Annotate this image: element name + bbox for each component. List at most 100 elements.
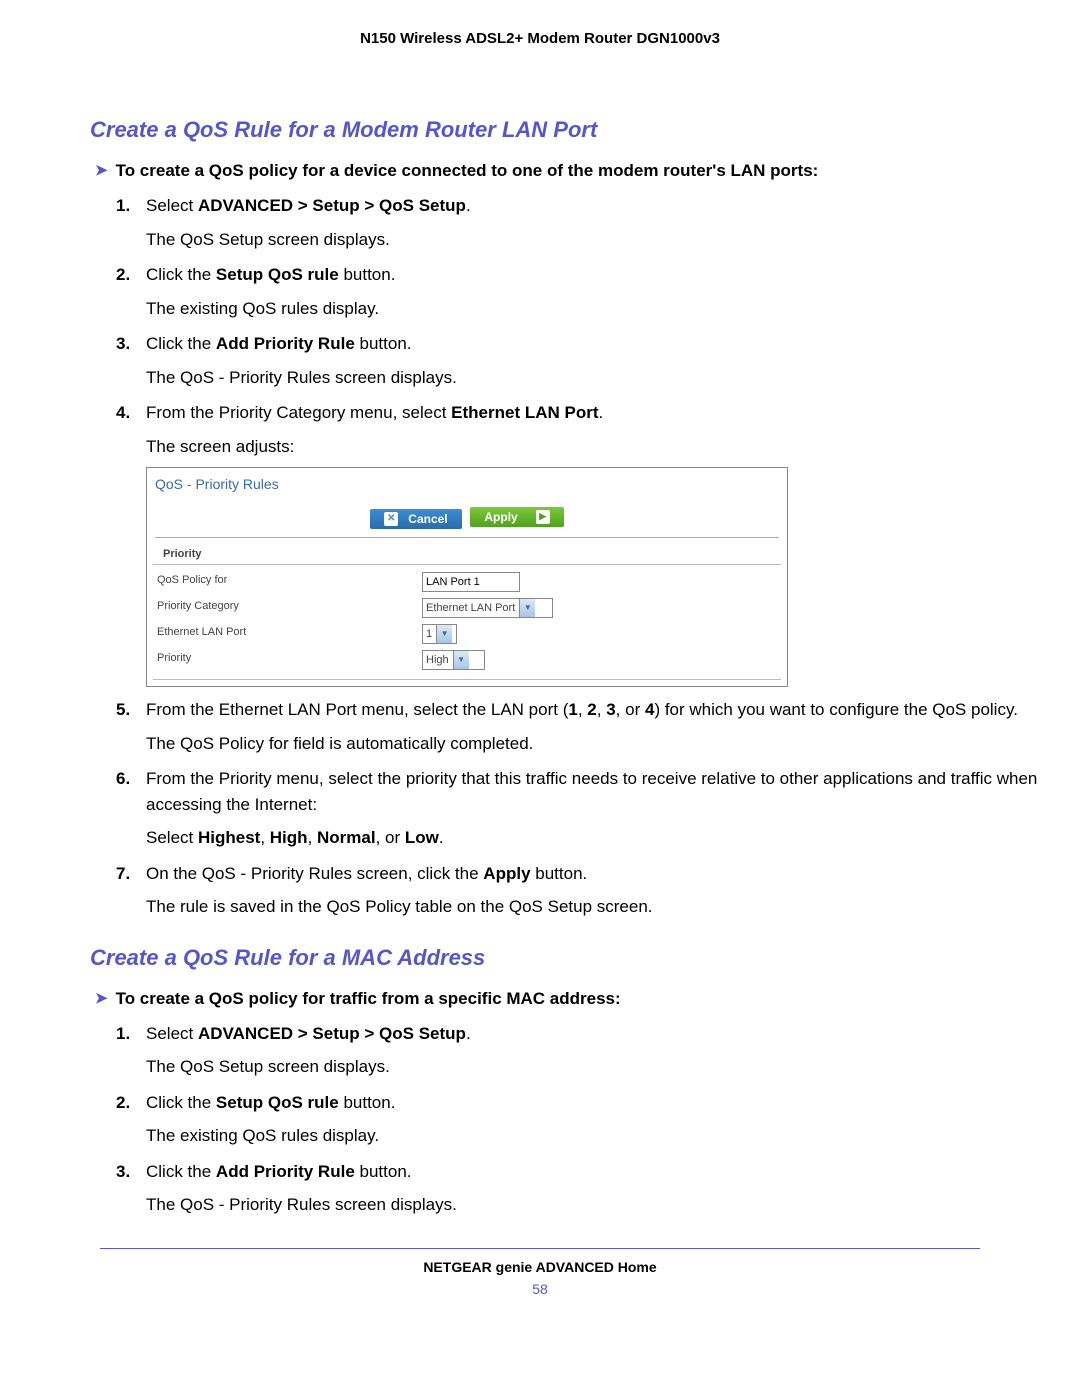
step-7: 7. On the QoS - Priority Rules screen, c… bbox=[116, 861, 1040, 920]
chevron-down-icon: ▼ bbox=[436, 625, 452, 643]
page-number: 58 bbox=[40, 1281, 1040, 1297]
step-number: 1. bbox=[116, 193, 130, 219]
step-1: 1. Select ADVANCED > Setup > QoS Setup. … bbox=[116, 1021, 1040, 1080]
step-number: 2. bbox=[116, 262, 130, 288]
chevron-down-icon: ▼ bbox=[453, 651, 469, 669]
text: Select Highest, High, Normal, or Low. bbox=[146, 825, 1040, 851]
arrow-icon: ➤ bbox=[95, 989, 108, 1007]
text: Select bbox=[146, 1024, 198, 1043]
row-priority-category: Priority Category Ethernet LAN Port▼ bbox=[147, 595, 787, 621]
text: Apply bbox=[483, 864, 530, 883]
chevron-down-icon: ▼ bbox=[519, 599, 535, 617]
text: . bbox=[466, 196, 471, 215]
text: The QoS - Priority Rules screen displays… bbox=[146, 1192, 1040, 1218]
text: The existing QoS rules display. bbox=[146, 1123, 1040, 1149]
text: On the QoS - Priority Rules screen, clic… bbox=[146, 864, 483, 883]
text: The QoS Setup screen displays. bbox=[146, 227, 1040, 253]
intro-mac: ➤ To create a QoS policy for traffic from… bbox=[95, 989, 1040, 1009]
text: . bbox=[439, 828, 444, 847]
text: Highest bbox=[198, 828, 260, 847]
priority-section-label: Priority bbox=[153, 540, 781, 566]
text: 2 bbox=[587, 700, 596, 719]
apply-button[interactable]: Apply ▶ bbox=[470, 507, 563, 527]
close-icon: ✕ bbox=[384, 512, 398, 526]
text: Click the bbox=[146, 1162, 216, 1181]
section-heading-mac: Create a QoS Rule for a MAC Address bbox=[90, 945, 1040, 971]
step-6: 6. From the Priority menu, select the pr… bbox=[116, 766, 1040, 851]
text: From the Ethernet LAN Port menu, select … bbox=[146, 700, 568, 719]
text: Add Priority Rule bbox=[216, 1162, 355, 1181]
text: The rule is saved in the QoS Policy tabl… bbox=[146, 894, 1040, 920]
text: button. bbox=[531, 864, 588, 883]
text: , bbox=[308, 828, 317, 847]
step-number: 7. bbox=[116, 861, 130, 887]
priority-category-select[interactable]: Ethernet LAN Port▼ bbox=[422, 598, 553, 618]
label: Cancel bbox=[408, 510, 447, 528]
footer-title: NETGEAR genie ADVANCED Home bbox=[40, 1259, 1040, 1275]
text: Low bbox=[405, 828, 439, 847]
divider bbox=[153, 679, 781, 680]
step-4: 4. From the Priority Category menu, sele… bbox=[116, 400, 1040, 687]
label: Apply bbox=[484, 508, 517, 526]
text: From the Priority menu, select the prior… bbox=[146, 769, 1037, 814]
step-number: 3. bbox=[116, 1159, 130, 1185]
text: ADVANCED > Setup > QoS Setup bbox=[198, 1024, 466, 1043]
step-1: 1. Select ADVANCED > Setup > QoS Setup. … bbox=[116, 193, 1040, 252]
text: From the Priority Category menu, select bbox=[146, 403, 451, 422]
cancel-button[interactable]: ✕ Cancel bbox=[370, 509, 461, 529]
text: button. bbox=[339, 1093, 396, 1112]
value: High bbox=[426, 652, 449, 669]
text: button. bbox=[339, 265, 396, 284]
steps-lan: 1. Select ADVANCED > Setup > QoS Setup. … bbox=[116, 193, 1040, 920]
qos-screenshot: QoS - Priority Rules ✕Cancel Apply▶ Prio… bbox=[146, 467, 788, 687]
label: Priority Category bbox=[157, 598, 422, 618]
text: Ethernet LAN Port bbox=[451, 403, 598, 422]
lan-port-select[interactable]: 1▼ bbox=[422, 624, 457, 644]
label: Priority bbox=[157, 650, 422, 670]
text: 3 bbox=[606, 700, 615, 719]
intro-text: To create a QoS policy for traffic from … bbox=[116, 989, 621, 1008]
arrow-right-icon: ▶ bbox=[536, 510, 550, 524]
value: 1 bbox=[426, 626, 432, 643]
text: Normal bbox=[317, 828, 376, 847]
text: Select bbox=[146, 196, 198, 215]
step-number: 1. bbox=[116, 1021, 130, 1047]
intro-text: To create a QoS policy for a device conn… bbox=[116, 161, 819, 180]
text: Add Priority Rule bbox=[216, 334, 355, 353]
step-number: 6. bbox=[116, 766, 130, 792]
text: The QoS - Priority Rules screen displays… bbox=[146, 365, 1040, 391]
section-heading-lan: Create a QoS Rule for a Modem Router LAN… bbox=[90, 117, 1040, 143]
text: The QoS Setup screen displays. bbox=[146, 1054, 1040, 1080]
text: , bbox=[578, 700, 587, 719]
steps-mac: 1. Select ADVANCED > Setup > QoS Setup. … bbox=[116, 1021, 1040, 1218]
text: Select bbox=[146, 828, 198, 847]
text: , or bbox=[616, 700, 645, 719]
text: The QoS Policy for field is automaticall… bbox=[146, 731, 1040, 757]
text: , or bbox=[376, 828, 405, 847]
text: The screen adjusts: bbox=[146, 434, 1040, 460]
divider bbox=[155, 537, 779, 538]
text: button. bbox=[355, 334, 412, 353]
text: . bbox=[466, 1024, 471, 1043]
step-number: 5. bbox=[116, 697, 130, 723]
row-ethernet-lan-port: Ethernet LAN Port 1▼ bbox=[147, 621, 787, 647]
text: , bbox=[597, 700, 606, 719]
row-qos-policy: QoS Policy for bbox=[147, 569, 787, 595]
step-number: 3. bbox=[116, 331, 130, 357]
label: QoS Policy for bbox=[157, 572, 422, 592]
intro-lan: ➤ To create a QoS policy for a device con… bbox=[95, 161, 1040, 181]
text: button. bbox=[355, 1162, 412, 1181]
arrow-icon: ➤ bbox=[95, 161, 108, 179]
value: Ethernet LAN Port bbox=[426, 600, 515, 617]
text: Click the bbox=[146, 334, 216, 353]
step-2: 2. Click the Setup QoS rule button. The … bbox=[116, 262, 1040, 321]
text: Click the bbox=[146, 1093, 216, 1112]
label: Ethernet LAN Port bbox=[157, 624, 422, 644]
priority-select[interactable]: High▼ bbox=[422, 650, 485, 670]
text: , bbox=[260, 828, 269, 847]
doc-header: N150 Wireless ADSL2+ Modem Router DGN100… bbox=[40, 30, 1040, 47]
qos-policy-input[interactable] bbox=[422, 572, 520, 592]
text: . bbox=[599, 403, 604, 422]
text: High bbox=[270, 828, 308, 847]
text: 1 bbox=[568, 700, 577, 719]
